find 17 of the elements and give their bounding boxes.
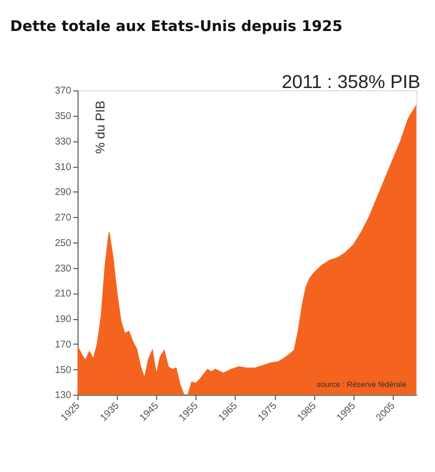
y-tick-label: 270: [54, 212, 72, 224]
y-tick-label: 330: [54, 136, 72, 148]
y-tick-label: 130: [54, 390, 72, 402]
y-tick-label: 150: [54, 364, 72, 376]
y-tick-label: 230: [54, 263, 72, 274]
y-tick-label: 290: [54, 187, 72, 198]
y-axis-title: % du PIB: [92, 100, 108, 154]
annotation: source : Réserve fédérale: [316, 380, 408, 389]
y-tick-label: 370: [54, 86, 72, 97]
y-tick-label: 310: [54, 162, 72, 173]
chart-title: Dette totale aux Etats-Unis depuis 1925: [10, 18, 343, 35]
annotation: 2011 : 358% PIB: [282, 70, 420, 92]
y-tick-label: 170: [54, 339, 72, 350]
y-tick-label: 350: [54, 111, 72, 122]
y-tick-label: 210: [54, 288, 72, 300]
y-tick-label: 250: [54, 238, 72, 249]
y-tick-label: 190: [54, 314, 72, 326]
